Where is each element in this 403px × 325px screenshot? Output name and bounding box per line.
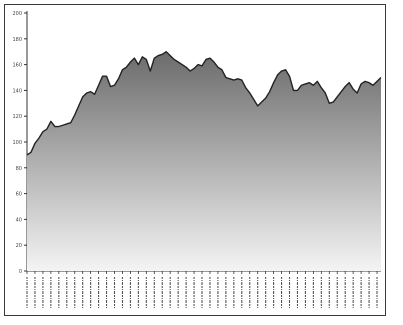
y-tick-label: 40 bbox=[16, 217, 22, 223]
area-chart: 0 20 40 60 80 100 120 140 160 180 200 bbox=[12, 11, 382, 309]
chart-frame: 0 20 40 60 80 100 120 140 160 180 200 bbox=[4, 4, 386, 316]
plot-area bbox=[26, 51, 382, 272]
y-tick-label: 80 bbox=[16, 166, 22, 172]
area-fill bbox=[27, 51, 381, 272]
y-tick-label: 200 bbox=[12, 11, 22, 17]
y-axis: 0 20 40 60 80 100 120 140 160 180 200 bbox=[12, 11, 28, 275]
y-tick-label: 100 bbox=[12, 140, 22, 146]
y-tick-label: 60 bbox=[16, 192, 22, 198]
y-tick-label: 20 bbox=[16, 243, 22, 249]
x-axis bbox=[26, 270, 381, 309]
y-tick-label: 120 bbox=[12, 114, 22, 120]
y-tick-label: 160 bbox=[12, 63, 22, 69]
y-tick-label: 180 bbox=[12, 37, 22, 43]
y-tick-label: 140 bbox=[12, 88, 22, 94]
series-line bbox=[26, 51, 382, 156]
y-tick-label: 0 bbox=[19, 269, 22, 275]
